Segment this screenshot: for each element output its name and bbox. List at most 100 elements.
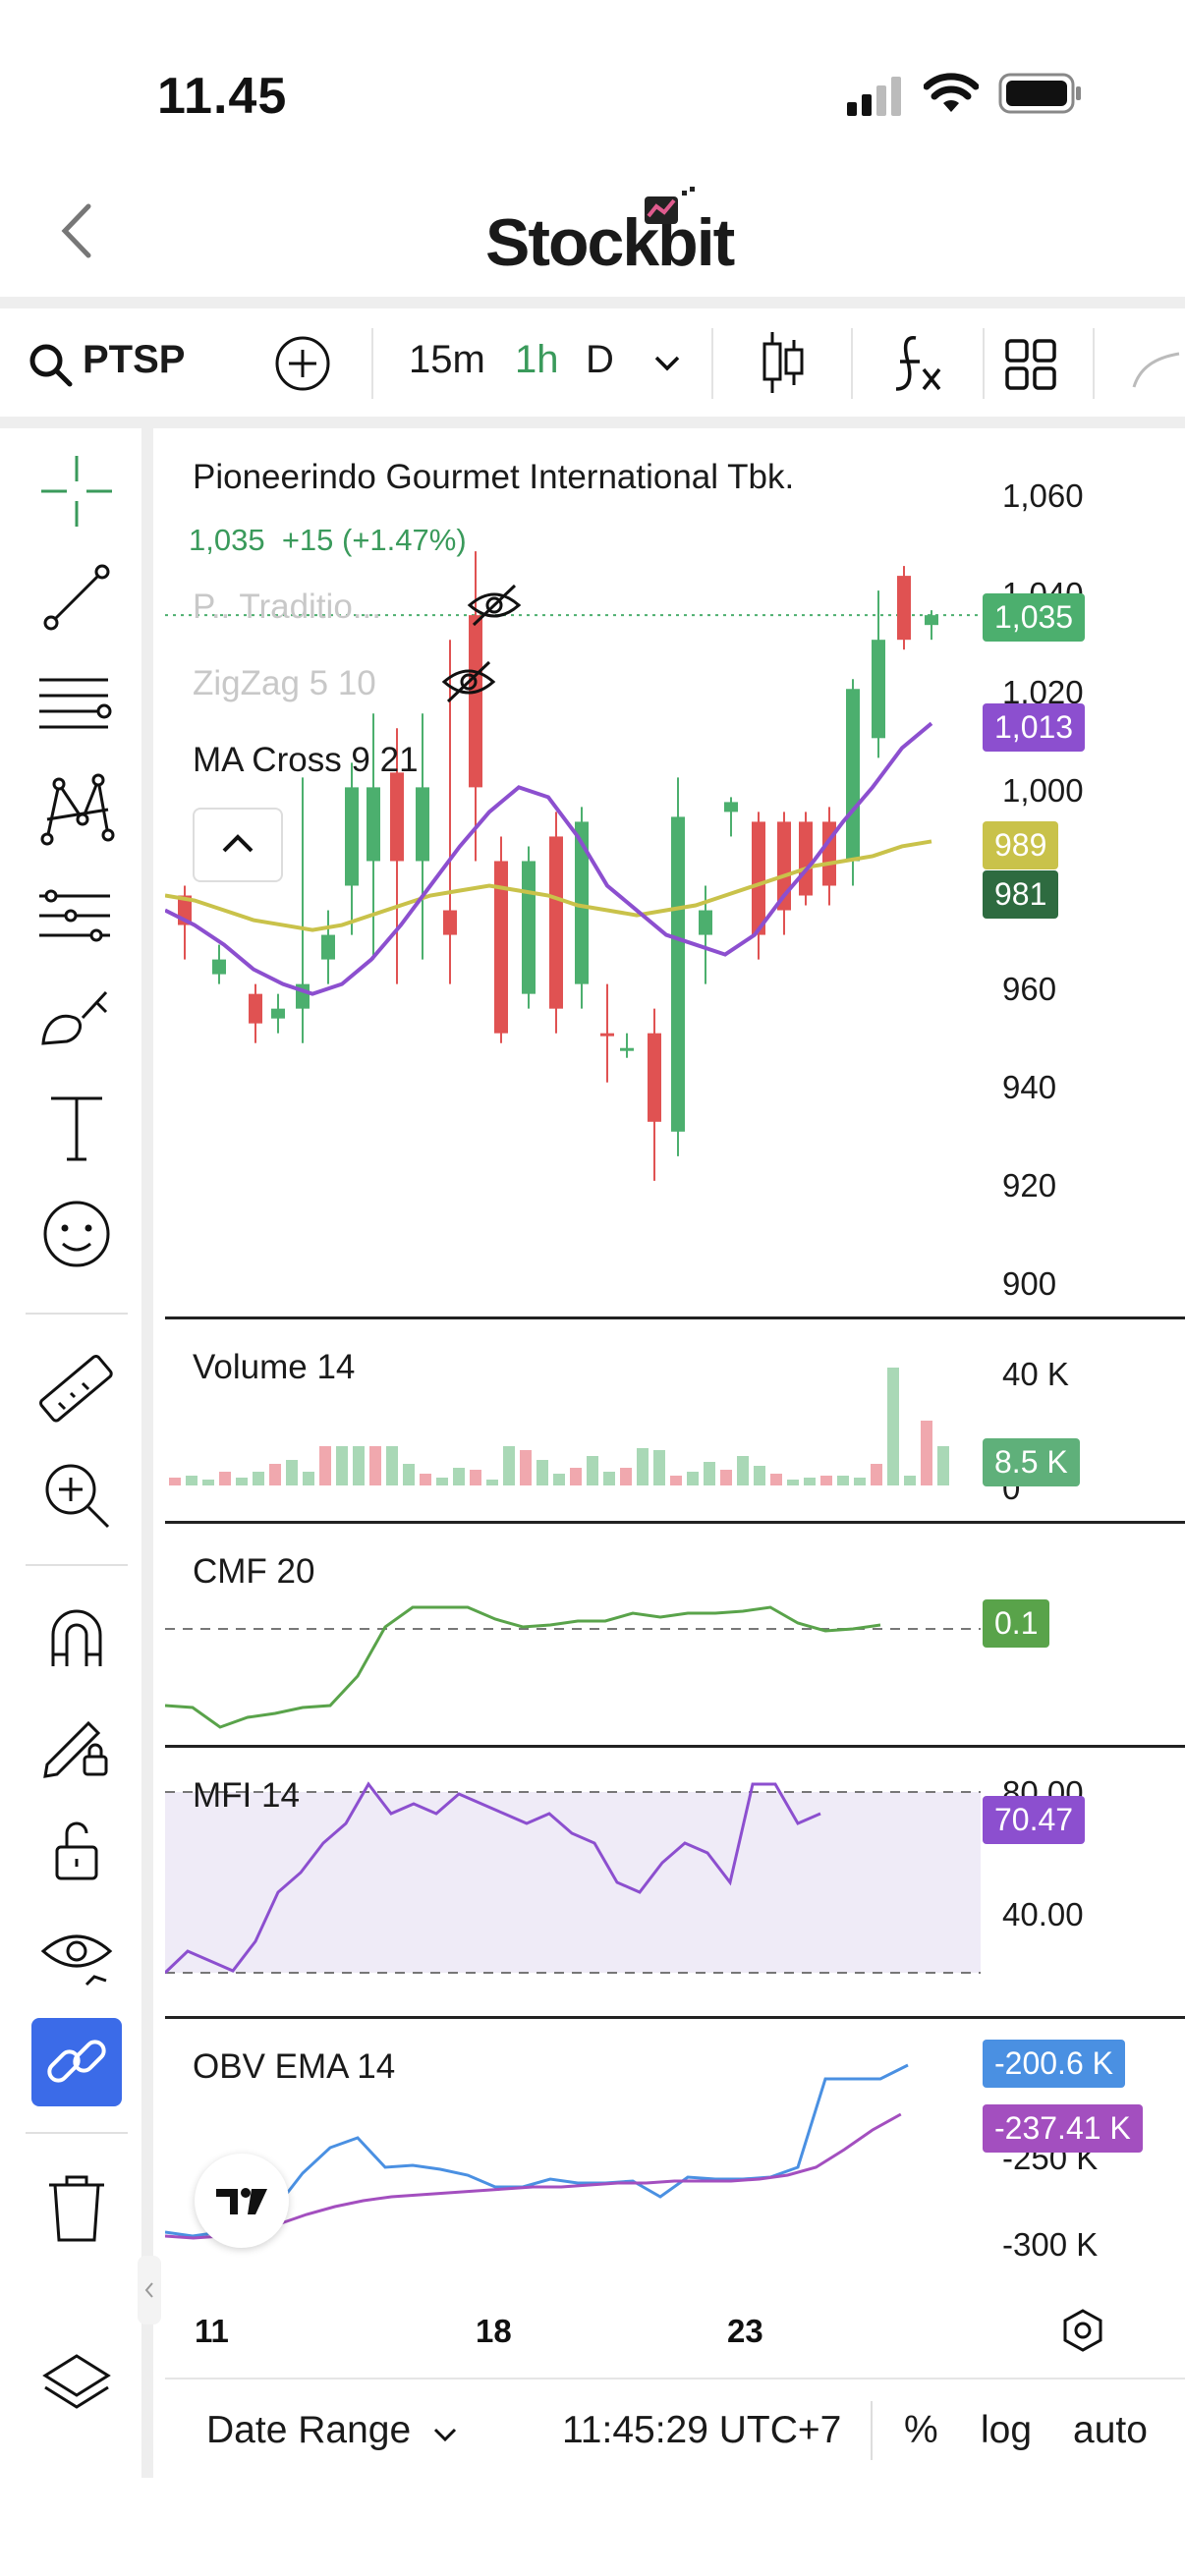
status-time: 11.45 xyxy=(157,68,288,125)
sidebar-divider xyxy=(26,1564,128,1566)
zoom-in-icon[interactable] xyxy=(37,1456,116,1535)
obv-label: OBV EMA 14 xyxy=(193,2047,396,2086)
wifi-icon xyxy=(924,73,979,112)
volume-bar xyxy=(303,1472,314,1485)
axis-settings-icon[interactable] xyxy=(1059,2307,1106,2354)
log-toggle[interactable]: log xyxy=(981,2409,1033,2451)
trash-icon[interactable] xyxy=(37,2167,116,2246)
volume-bar xyxy=(186,1476,198,1485)
volume-bar xyxy=(904,1476,916,1485)
volume-bar xyxy=(536,1460,548,1485)
chart-bottom-bar: Date Range 11:45:29 UTC+7 % log auto xyxy=(165,2378,1185,2480)
ma-21-line xyxy=(165,839,932,932)
volume-bar xyxy=(670,1476,682,1485)
magnet-icon[interactable] xyxy=(37,1597,116,1676)
volume-axis-top: 40 K xyxy=(1002,1356,1069,1392)
chevron-left-icon xyxy=(144,2282,153,2298)
percent-toggle[interactable]: % xyxy=(904,2409,938,2451)
collapse-sidebar-handle[interactable] xyxy=(138,2256,161,2324)
volume-bar xyxy=(603,1472,615,1485)
visibility-icon[interactable] xyxy=(37,1916,116,1994)
fib-lines-icon[interactable] xyxy=(37,664,116,743)
layers-icon[interactable] xyxy=(37,2346,116,2425)
interval-d[interactable]: D xyxy=(586,338,614,381)
volume-bar xyxy=(236,1478,248,1485)
drawing-brush-icon[interactable] xyxy=(1130,348,1185,391)
volume-bar xyxy=(871,1464,882,1485)
indicators-icon[interactable] xyxy=(890,332,945,395)
pattern-icon[interactable] xyxy=(37,770,116,849)
volume-bar xyxy=(420,1474,431,1485)
mfi-band xyxy=(165,1792,981,1973)
mfi-line xyxy=(165,1781,821,1975)
eye-hidden-icon[interactable] xyxy=(466,580,523,631)
candle-body xyxy=(671,816,685,1132)
brush-icon[interactable] xyxy=(37,982,116,1061)
crosshair-icon[interactable] xyxy=(37,452,116,531)
volume-bar xyxy=(887,1368,899,1485)
interval-1h[interactable]: 1h xyxy=(515,338,559,381)
sync-drawings-button[interactable] xyxy=(31,2018,122,2106)
link-icon xyxy=(47,2040,106,2083)
volume-bar xyxy=(754,1466,765,1485)
volume-bar xyxy=(587,1456,598,1485)
text-tool-icon[interactable] xyxy=(37,1089,116,1167)
interval-15m[interactable]: 15m xyxy=(409,338,485,381)
chevron-down-icon[interactable] xyxy=(432,2427,458,2444)
tradingview-icon xyxy=(216,2188,267,2214)
candle-body xyxy=(799,821,813,896)
add-symbol-button[interactable] xyxy=(273,334,332,393)
indicator-zigzag-label[interactable]: ZigZag 5 10 xyxy=(193,664,376,702)
volume-bar xyxy=(921,1421,932,1485)
volume-bar xyxy=(720,1470,732,1485)
candle-type-icon[interactable] xyxy=(759,330,808,395)
volume-bar xyxy=(202,1480,214,1485)
candle-body xyxy=(600,1033,614,1036)
volume-bar xyxy=(269,1464,281,1485)
trend-line-icon[interactable] xyxy=(37,558,116,637)
chart-toolbar: PTSP 15m 1h D xyxy=(0,308,1185,417)
x-tick: 23 xyxy=(727,2313,763,2349)
tradingview-logo[interactable] xyxy=(195,2154,289,2248)
eye-hidden-icon[interactable] xyxy=(440,656,497,707)
pane-divider xyxy=(165,1745,1185,1748)
cmf-badge: 0.1 xyxy=(983,1599,1050,1648)
layout-grid-icon[interactable] xyxy=(1004,338,1057,391)
candle-body xyxy=(345,787,359,886)
volume-bar xyxy=(286,1460,298,1485)
toolbar-divider xyxy=(371,328,373,399)
back-button[interactable] xyxy=(49,196,108,265)
volume-bar xyxy=(470,1470,481,1485)
unlock-icon[interactable] xyxy=(37,1810,116,1888)
auto-toggle[interactable]: auto xyxy=(1073,2409,1148,2451)
volume-bar xyxy=(436,1478,448,1485)
indicator-traditional-label[interactable]: P.. Traditio... xyxy=(193,588,381,626)
mfi-axis-mid: 40.00 xyxy=(1002,1896,1084,1932)
prediction-icon[interactable] xyxy=(37,876,116,955)
ruler-icon[interactable] xyxy=(37,1350,116,1428)
search-icon[interactable] xyxy=(28,342,73,387)
indicator-macross-label[interactable]: MA Cross 9 21 xyxy=(193,741,419,779)
pane-divider xyxy=(165,2016,1185,2019)
volume-bar xyxy=(770,1474,782,1485)
emoji-icon[interactable] xyxy=(37,1195,116,1273)
date-range-button[interactable]: Date Range xyxy=(206,2409,412,2451)
symbol-search[interactable]: PTSP xyxy=(83,338,186,381)
mfi-badge: 70.47 xyxy=(983,1796,1086,1844)
volume-bar xyxy=(804,1478,816,1485)
volume-bar xyxy=(837,1476,849,1485)
chevron-down-icon[interactable] xyxy=(652,354,682,373)
signal-icon xyxy=(847,77,901,116)
candle-body xyxy=(249,993,262,1024)
candle-body xyxy=(549,836,563,1009)
chart-area[interactable]: Pioneerindo Gourmet International Tbk. 1… xyxy=(165,428,1185,2478)
chart-canvas[interactable] xyxy=(165,428,1185,2378)
mfi-label: MFI 14 xyxy=(193,1776,300,1815)
x-tick: 11 xyxy=(195,2313,229,2349)
drawing-tools-sidebar xyxy=(0,428,153,2478)
collapse-legend-button[interactable] xyxy=(193,808,283,882)
volume-bar xyxy=(854,1478,866,1485)
volume-bar xyxy=(403,1464,415,1485)
candle-body xyxy=(777,821,791,911)
lock-drawing-icon[interactable] xyxy=(37,1704,116,1782)
